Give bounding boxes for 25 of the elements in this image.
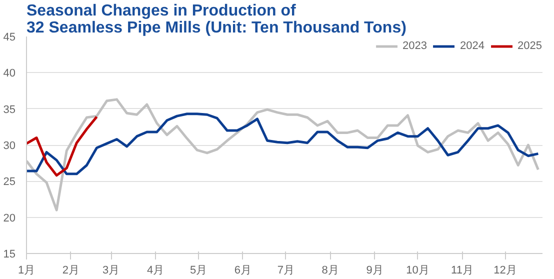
x-tick-label: 10月 bbox=[406, 264, 430, 276]
x-tick-label: 3月 bbox=[102, 264, 120, 276]
x-tick-label: 8月 bbox=[322, 264, 339, 276]
y-tick-label: 35 bbox=[3, 104, 16, 116]
y-tick-label: 40 bbox=[3, 68, 16, 80]
legend-label: 2023 bbox=[402, 40, 428, 52]
y-tick-label: 20 bbox=[3, 212, 16, 224]
x-tick-label: 2月 bbox=[62, 264, 80, 276]
x-tick-label: 11月 bbox=[451, 264, 474, 276]
y-tick-label: 45 bbox=[3, 32, 16, 44]
y-tick-label: 30 bbox=[3, 140, 16, 152]
y-tick-label: 25 bbox=[3, 176, 16, 188]
x-tick-label: 5月 bbox=[190, 264, 208, 276]
line-series bbox=[26, 116, 98, 177]
x-tick-label: 7月 bbox=[277, 264, 294, 276]
legend-label: 2025 bbox=[518, 40, 542, 52]
x-tick-label: 12月 bbox=[494, 264, 517, 276]
x-tick-label: 9月 bbox=[366, 264, 384, 276]
y-tick-label: 15 bbox=[3, 248, 16, 260]
x-tick-label: 4月 bbox=[146, 264, 164, 276]
chart-title: Seasonal Changes in Production of 32 Seamless Pipe Mills (Unit: Ten Thousand Tons) bbox=[26, 2, 406, 36]
legend-label: 2024 bbox=[460, 40, 485, 52]
line-series bbox=[26, 112, 540, 176]
x-tick-label: 1月 bbox=[18, 264, 36, 276]
x-tick-label: 6月 bbox=[234, 264, 252, 276]
